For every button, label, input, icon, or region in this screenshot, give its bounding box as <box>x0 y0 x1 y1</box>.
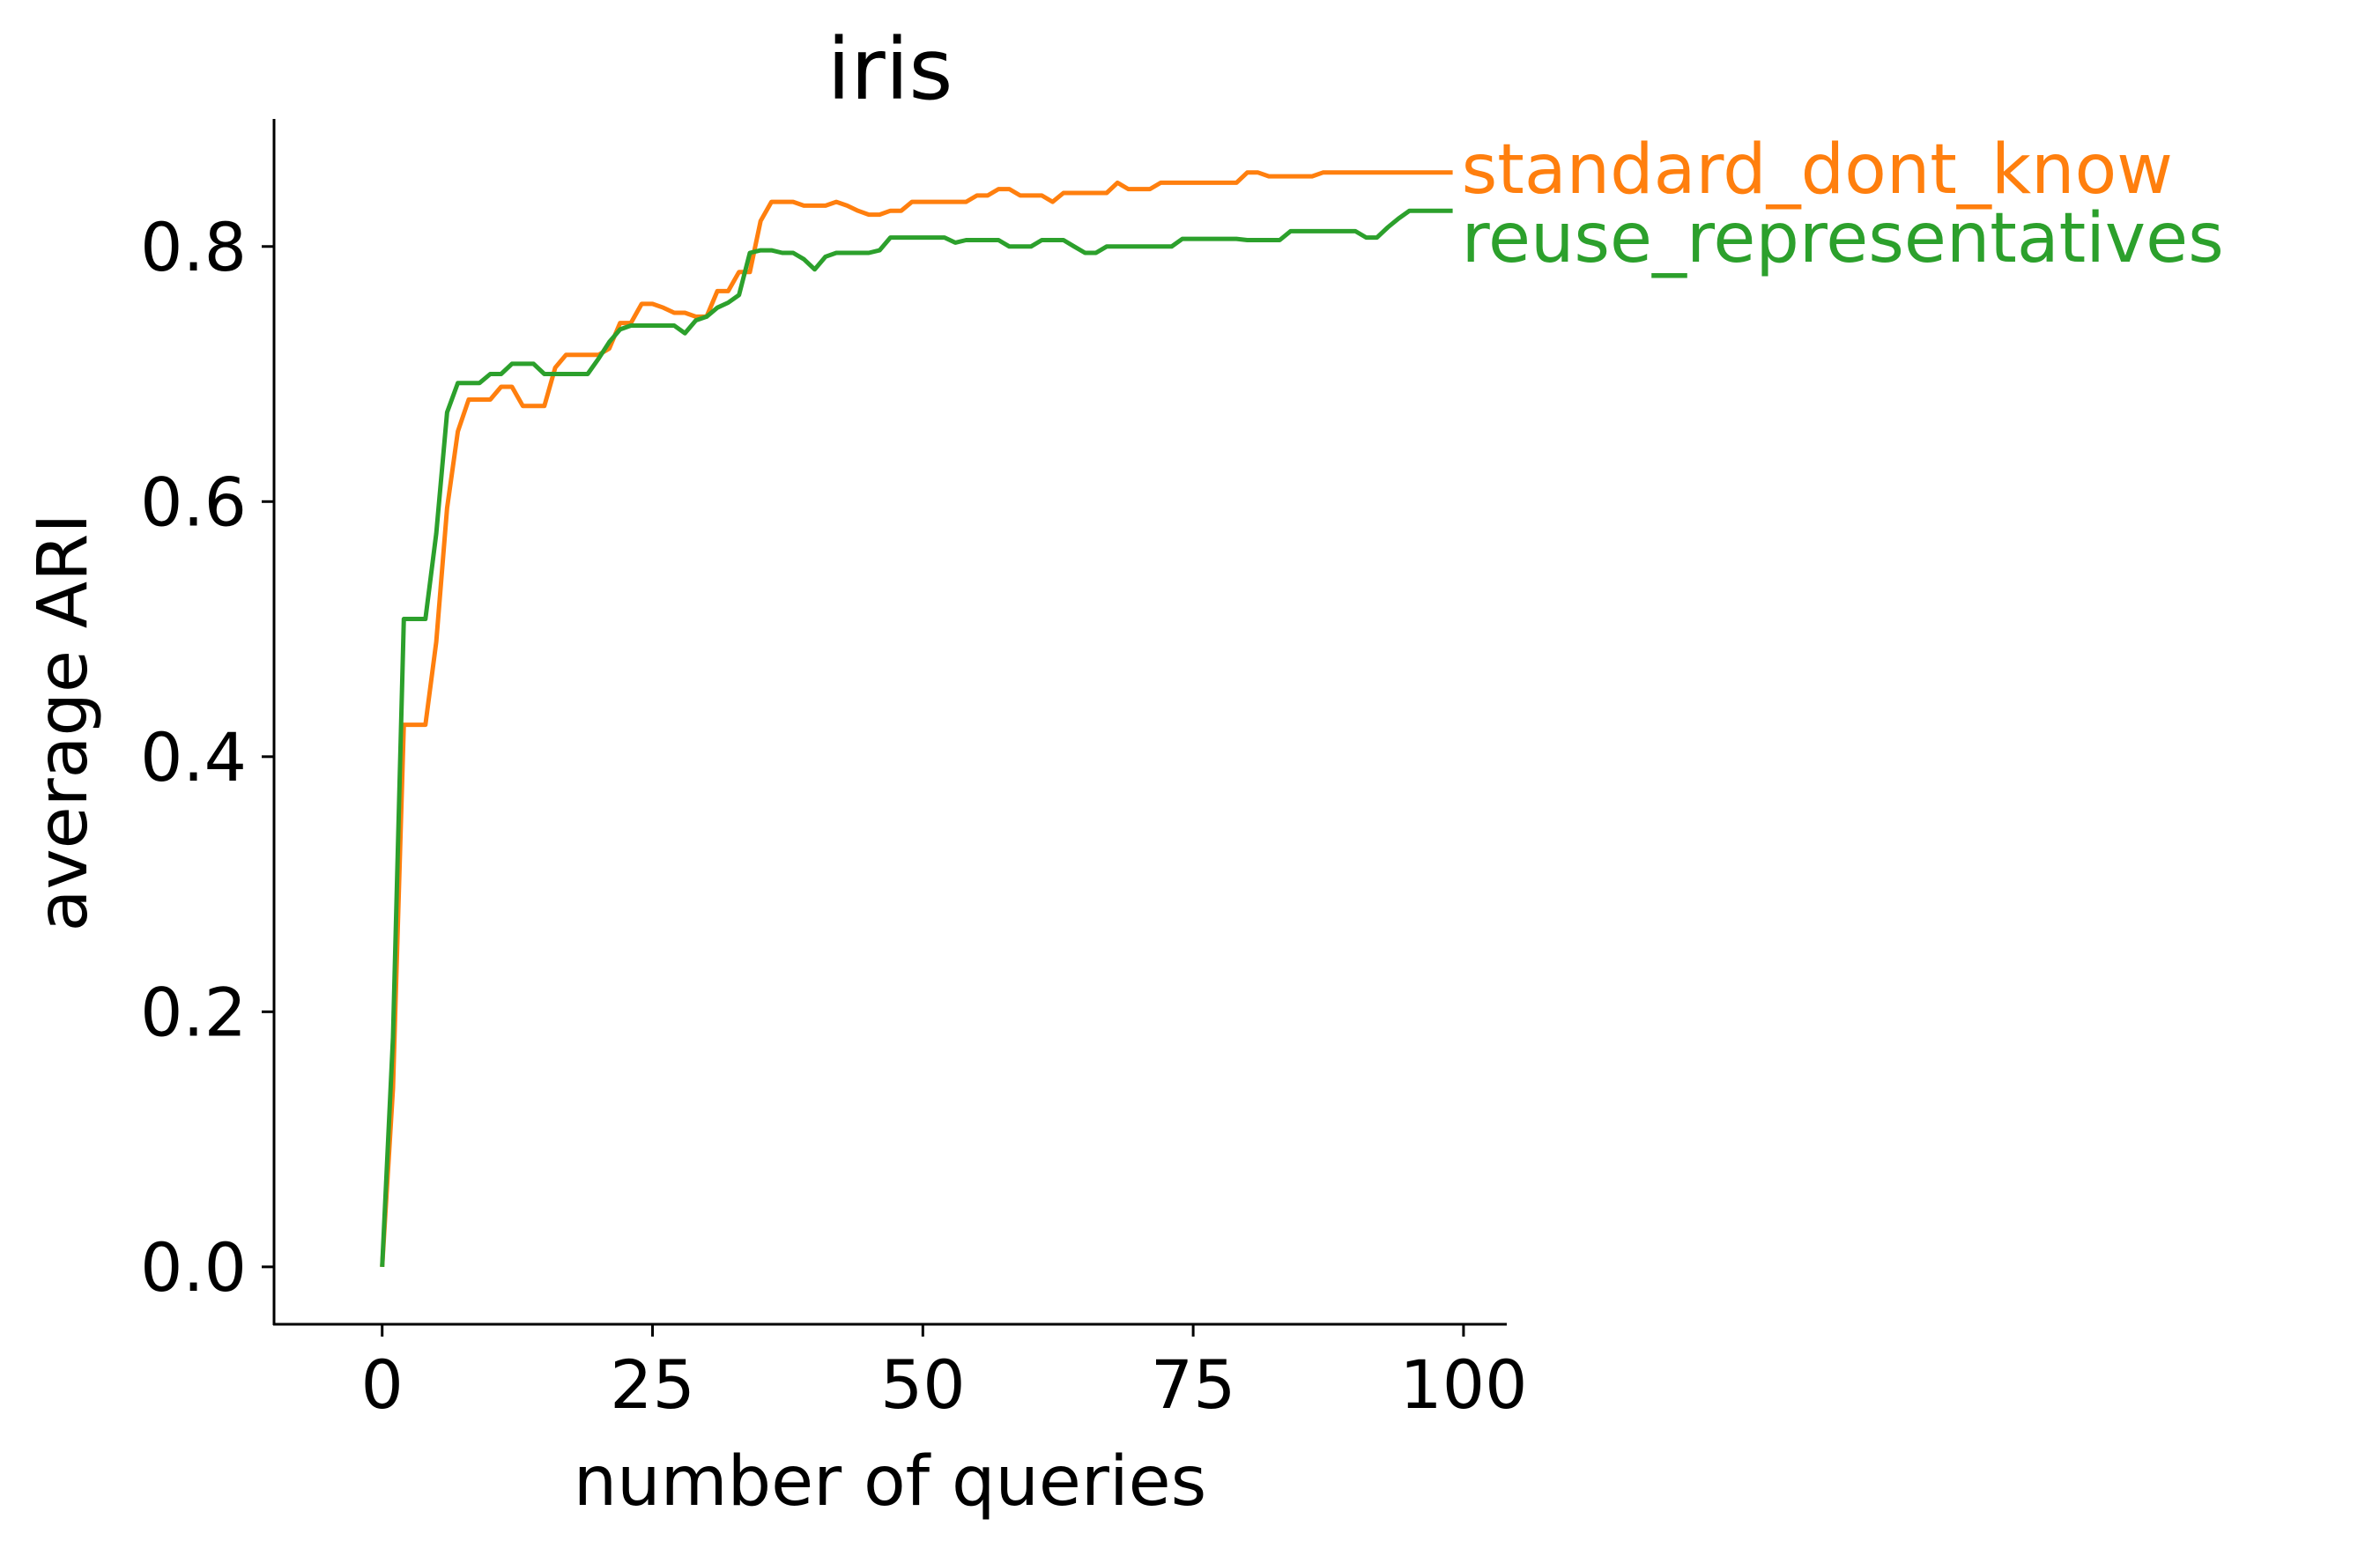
y-tick-label: 0.4 <box>140 718 247 796</box>
x-axis: 0 25 50 75 100 <box>361 1324 1527 1424</box>
y-tick-label: 0.2 <box>140 973 247 1051</box>
x-tick-label: 100 <box>1399 1345 1527 1424</box>
x-axis-label: number of queries <box>574 1442 1207 1522</box>
series-line-reuse_representatives <box>380 208 1453 1268</box>
series-line-standard_dont_know <box>380 170 1453 1268</box>
y-axis: 0.0 0.2 0.4 0.6 0.8 <box>140 208 274 1307</box>
chart-title: iris <box>827 20 953 119</box>
x-tick-label: 25 <box>610 1345 695 1424</box>
series-label-standard_dont_know: standard_dont_know <box>1462 130 2173 210</box>
y-tick-label: 0.6 <box>140 463 247 541</box>
x-tick-label: 0 <box>361 1345 404 1424</box>
x-tick-label: 50 <box>880 1345 966 1424</box>
y-axis-label: average ARI <box>24 514 103 932</box>
x-tick-label: 75 <box>1151 1345 1236 1424</box>
series-label-reuse_representatives: reuse_representatives <box>1462 199 2224 278</box>
y-tick-label: 0.8 <box>140 208 247 286</box>
y-tick-label: 0.0 <box>140 1228 247 1307</box>
